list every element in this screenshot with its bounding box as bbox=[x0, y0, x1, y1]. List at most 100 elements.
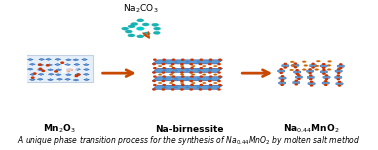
Circle shape bbox=[186, 78, 189, 80]
Circle shape bbox=[302, 61, 306, 63]
Circle shape bbox=[33, 73, 36, 74]
Circle shape bbox=[209, 68, 212, 69]
Circle shape bbox=[181, 72, 183, 73]
Polygon shape bbox=[73, 79, 79, 81]
Circle shape bbox=[181, 59, 184, 60]
Circle shape bbox=[323, 69, 325, 70]
Circle shape bbox=[67, 70, 70, 71]
Circle shape bbox=[180, 74, 184, 75]
Circle shape bbox=[154, 68, 156, 69]
Polygon shape bbox=[55, 64, 60, 66]
Circle shape bbox=[200, 59, 203, 60]
Polygon shape bbox=[293, 81, 300, 84]
Polygon shape bbox=[279, 81, 286, 85]
Polygon shape bbox=[310, 64, 317, 68]
Circle shape bbox=[337, 79, 339, 80]
Circle shape bbox=[208, 78, 212, 80]
Polygon shape bbox=[308, 82, 315, 85]
Circle shape bbox=[199, 64, 201, 65]
Circle shape bbox=[31, 77, 34, 78]
Circle shape bbox=[328, 60, 332, 62]
Circle shape bbox=[191, 65, 195, 67]
Circle shape bbox=[163, 78, 166, 80]
Circle shape bbox=[338, 69, 340, 70]
Circle shape bbox=[309, 73, 311, 74]
Polygon shape bbox=[84, 69, 90, 70]
Circle shape bbox=[180, 82, 184, 84]
Circle shape bbox=[39, 68, 42, 69]
Circle shape bbox=[325, 79, 328, 80]
Circle shape bbox=[162, 72, 164, 73]
Polygon shape bbox=[336, 82, 343, 86]
Circle shape bbox=[291, 65, 295, 66]
Polygon shape bbox=[48, 73, 54, 75]
Circle shape bbox=[61, 62, 64, 63]
Circle shape bbox=[172, 76, 175, 77]
Circle shape bbox=[284, 67, 287, 68]
Circle shape bbox=[122, 27, 129, 30]
Polygon shape bbox=[294, 70, 301, 74]
Circle shape bbox=[310, 85, 313, 86]
Circle shape bbox=[298, 79, 300, 80]
Polygon shape bbox=[292, 63, 299, 67]
Polygon shape bbox=[65, 78, 71, 80]
Circle shape bbox=[174, 86, 178, 88]
Polygon shape bbox=[83, 73, 89, 75]
Circle shape bbox=[169, 82, 173, 84]
Circle shape bbox=[208, 86, 212, 88]
Circle shape bbox=[209, 59, 212, 60]
Circle shape bbox=[190, 64, 192, 65]
Polygon shape bbox=[75, 74, 81, 75]
Circle shape bbox=[340, 64, 342, 65]
Circle shape bbox=[128, 25, 135, 28]
Circle shape bbox=[199, 89, 201, 90]
Polygon shape bbox=[307, 75, 314, 79]
Circle shape bbox=[309, 69, 311, 70]
Circle shape bbox=[153, 27, 161, 30]
Circle shape bbox=[191, 59, 193, 60]
Circle shape bbox=[290, 61, 294, 63]
Circle shape bbox=[42, 70, 45, 71]
Circle shape bbox=[163, 61, 166, 63]
Circle shape bbox=[191, 84, 193, 85]
Polygon shape bbox=[55, 74, 61, 76]
Polygon shape bbox=[27, 68, 33, 70]
Circle shape bbox=[142, 23, 149, 26]
Polygon shape bbox=[75, 68, 81, 70]
Circle shape bbox=[152, 23, 159, 26]
Circle shape bbox=[200, 68, 203, 69]
Circle shape bbox=[200, 76, 203, 77]
Circle shape bbox=[162, 89, 164, 90]
Circle shape bbox=[70, 69, 73, 70]
Circle shape bbox=[163, 59, 165, 60]
Polygon shape bbox=[66, 68, 72, 70]
Polygon shape bbox=[320, 70, 328, 74]
Circle shape bbox=[338, 81, 341, 82]
Circle shape bbox=[181, 68, 184, 69]
Polygon shape bbox=[55, 58, 61, 60]
Circle shape bbox=[55, 71, 57, 72]
Circle shape bbox=[325, 75, 328, 76]
Polygon shape bbox=[39, 58, 45, 60]
Circle shape bbox=[186, 61, 189, 63]
Polygon shape bbox=[73, 59, 79, 61]
Circle shape bbox=[75, 75, 78, 77]
Circle shape bbox=[191, 74, 195, 75]
Circle shape bbox=[294, 63, 296, 64]
Polygon shape bbox=[46, 64, 53, 66]
Circle shape bbox=[174, 70, 178, 71]
Circle shape bbox=[190, 72, 192, 73]
Circle shape bbox=[294, 67, 296, 68]
Polygon shape bbox=[57, 78, 62, 80]
Polygon shape bbox=[65, 64, 70, 66]
Circle shape bbox=[199, 72, 201, 73]
Circle shape bbox=[163, 86, 166, 88]
Polygon shape bbox=[335, 75, 342, 79]
Circle shape bbox=[325, 81, 327, 82]
Circle shape bbox=[163, 68, 165, 69]
Polygon shape bbox=[322, 81, 329, 85]
Polygon shape bbox=[30, 73, 36, 75]
Circle shape bbox=[125, 30, 132, 33]
Polygon shape bbox=[82, 58, 87, 61]
Circle shape bbox=[315, 65, 319, 67]
